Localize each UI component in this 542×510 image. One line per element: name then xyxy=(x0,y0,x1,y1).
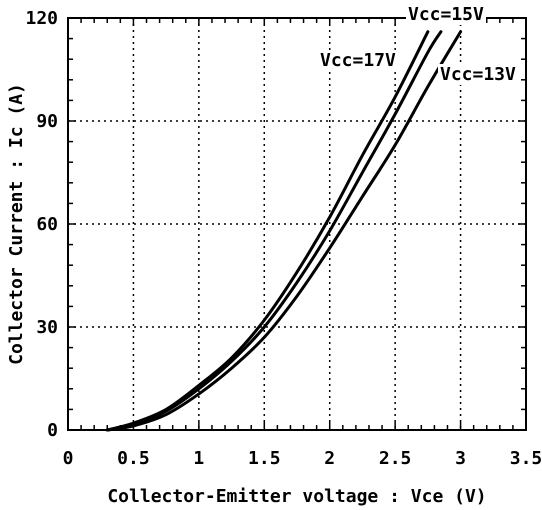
vcc-17v-label: Vcc=17V xyxy=(320,50,396,71)
y-tick-label: 90 xyxy=(36,111,58,132)
y-tick-label: 30 xyxy=(36,317,58,338)
vcc-17v-label-bg xyxy=(318,50,399,71)
y-tick-label: 60 xyxy=(36,214,58,235)
vcc-15v-curve xyxy=(105,30,443,432)
vcc-17v-curve xyxy=(105,30,430,432)
x-tick-label: 0 xyxy=(63,448,74,469)
x-axis-title: Collector-Emitter voltage : Vce (V) xyxy=(107,486,486,507)
y-axis-title: Collector Current : Ic (A) xyxy=(6,83,27,365)
y-tick-label: 0 xyxy=(47,420,58,441)
x-tick-label: 3.5 xyxy=(510,448,542,469)
x-tick-label: 1.5 xyxy=(248,448,281,469)
labels-layer: 0 0.5 1 1.5 2 2.5 3 3.5 0 30 60 90 120 Collector-Emit… xyxy=(6,4,542,507)
vcc-13v-label-bg xyxy=(438,64,519,85)
series-layer xyxy=(105,30,463,432)
x-tick-label: 2.5 xyxy=(379,448,412,469)
vcc-15v-label-bg xyxy=(406,4,487,25)
vcc-13v-curve xyxy=(105,30,463,432)
y-tick-label: 120 xyxy=(25,8,58,29)
vcc-13v-label: Vcc=13V xyxy=(440,64,516,85)
vcc-15v-label: Vcc=15V xyxy=(408,4,484,25)
grid-layer xyxy=(68,18,526,430)
x-tick-label: 2 xyxy=(324,448,335,469)
x-tick-label: 0.5 xyxy=(117,448,150,469)
x-tick-label: 3 xyxy=(455,448,466,469)
x-tick-label: 1 xyxy=(193,448,204,469)
